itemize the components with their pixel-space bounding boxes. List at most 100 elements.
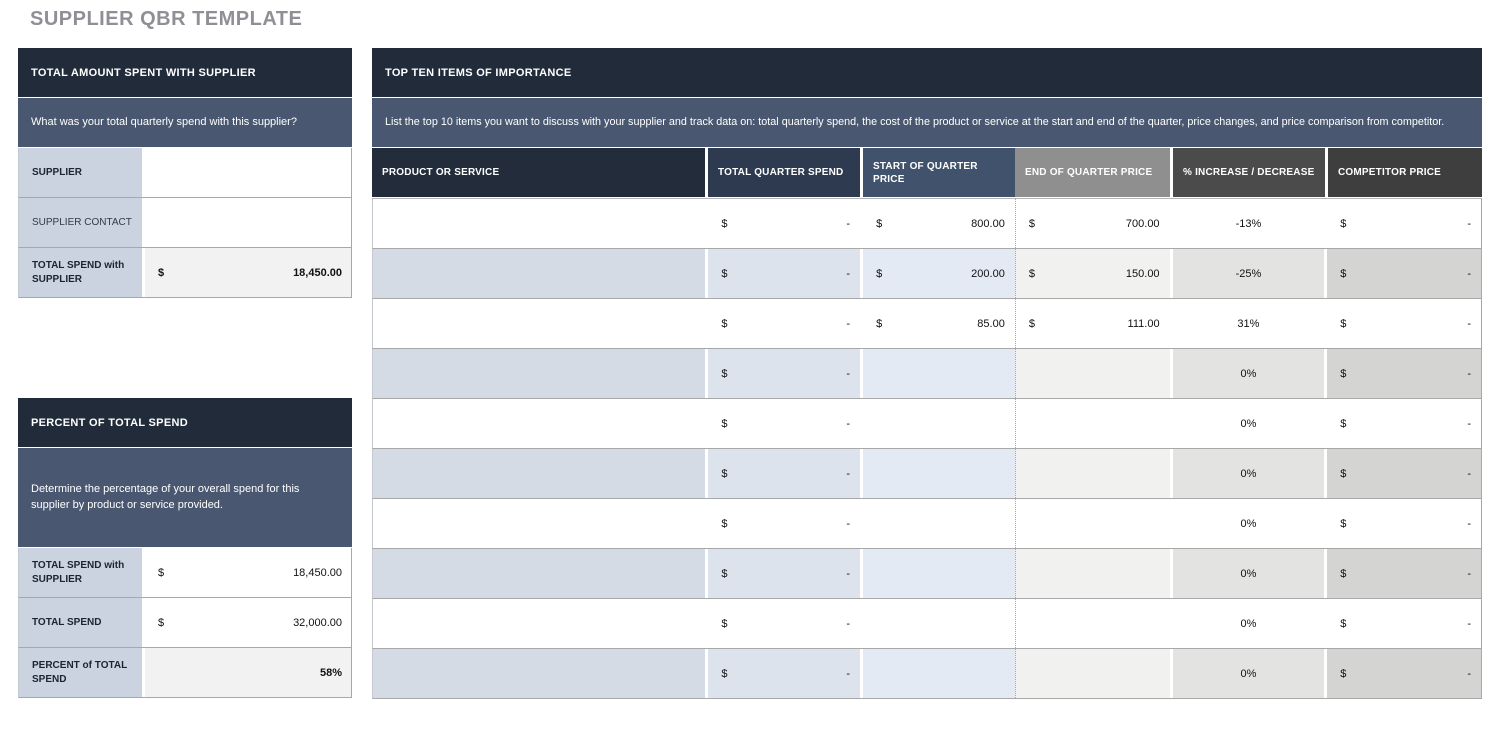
product-or-service-cell[interactable] bbox=[373, 599, 706, 648]
section-description: What was your total quarterly spend with… bbox=[18, 98, 352, 148]
percent-increase-decrease-cell[interactable]: 0% bbox=[1172, 449, 1325, 498]
value-cell[interactable]: $ 32,000.00 bbox=[145, 598, 351, 647]
start-of-quarter-price-cell[interactable] bbox=[863, 599, 1015, 648]
start-of-quarter-price-cell[interactable] bbox=[863, 399, 1015, 448]
value-cell[interactable] bbox=[145, 148, 351, 197]
percent-increase-decrease-cell[interactable]: 0% bbox=[1172, 349, 1325, 398]
total-quarter-spend-cell[interactable]: $ - bbox=[708, 199, 861, 248]
amount-text: 800.00 bbox=[971, 217, 1005, 230]
value-cell[interactable] bbox=[145, 198, 351, 247]
competitor-price-cell[interactable]: $ - bbox=[1327, 199, 1481, 248]
value-cell[interactable]: $ 18,450.00 bbox=[145, 548, 351, 597]
product-or-service-cell[interactable] bbox=[373, 349, 706, 398]
amount-text: - bbox=[1467, 517, 1471, 530]
percent-increase-decrease-cell[interactable]: 0% bbox=[1172, 649, 1325, 698]
total-quarter-spend-cell[interactable]: $ - bbox=[708, 399, 861, 448]
product-or-service-cell[interactable] bbox=[373, 199, 706, 248]
value-cell[interactable]: $ 18,450.00 bbox=[145, 248, 351, 297]
end-of-quarter-price-cell[interactable] bbox=[1014, 549, 1170, 598]
start-of-quarter-price-cell[interactable]: $ 85.00 bbox=[863, 299, 1015, 348]
competitor-price-cell[interactable]: $ - bbox=[1327, 299, 1481, 348]
total-quarter-spend-cell[interactable]: $ - bbox=[708, 649, 861, 698]
currency-symbol: $ bbox=[721, 267, 728, 280]
percent-increase-decrease-cell[interactable]: 0% bbox=[1172, 599, 1325, 648]
percent-increase-decrease-cell[interactable]: 0% bbox=[1172, 499, 1325, 548]
end-of-quarter-price-cell[interactable] bbox=[1014, 499, 1170, 548]
total-quarter-spend-cell[interactable]: $ - bbox=[708, 449, 861, 498]
table-row: TOTAL SPEND with SUPPLIER $ 18,450.00 bbox=[18, 248, 352, 298]
competitor-price-cell[interactable]: $ - bbox=[1327, 599, 1481, 648]
start-of-quarter-price-cell[interactable] bbox=[863, 449, 1015, 498]
currency-symbol: $ bbox=[1340, 367, 1347, 380]
product-or-service-cell[interactable] bbox=[373, 549, 706, 598]
start-of-quarter-price-cell[interactable] bbox=[863, 499, 1015, 548]
currency-symbol: $ bbox=[721, 667, 728, 680]
product-or-service-cell[interactable] bbox=[373, 299, 706, 348]
currency-symbol: $ bbox=[1028, 217, 1035, 230]
value-cell[interactable]: 58% bbox=[145, 648, 351, 697]
end-of-quarter-price-cell[interactable] bbox=[1014, 349, 1170, 398]
start-of-quarter-price-cell[interactable] bbox=[863, 349, 1015, 398]
product-or-service-cell[interactable] bbox=[373, 399, 706, 448]
end-of-quarter-price-cell[interactable] bbox=[1014, 599, 1170, 648]
column-header-total-quarter-spend: TOTAL QUARTER SPEND bbox=[708, 148, 860, 197]
start-of-quarter-price-cell[interactable] bbox=[863, 649, 1015, 698]
currency-symbol: $ bbox=[721, 417, 728, 430]
section-header: PERCENT OF TOTAL SPEND bbox=[18, 398, 352, 448]
top-ten-table-body: $ - $ 800.00 $ 700.00 -13% $ - bbox=[372, 198, 1482, 699]
start-of-quarter-price-cell[interactable] bbox=[863, 549, 1015, 598]
end-of-quarter-price-cell[interactable] bbox=[1014, 399, 1170, 448]
competitor-price-cell[interactable]: $ - bbox=[1327, 649, 1481, 698]
total-quarter-spend-cell[interactable]: $ - bbox=[708, 349, 861, 398]
total-quarter-spend-cell[interactable]: $ - bbox=[708, 499, 861, 548]
table-row: $ - 0% $ - bbox=[372, 399, 1482, 449]
currency-symbol: $ bbox=[721, 367, 728, 380]
product-or-service-cell[interactable] bbox=[373, 249, 706, 298]
product-or-service-cell[interactable] bbox=[373, 499, 706, 548]
table-row: $ - 0% $ - bbox=[372, 599, 1482, 649]
amount-text: 58% bbox=[319, 666, 342, 679]
product-or-service-cell[interactable] bbox=[373, 449, 706, 498]
product-or-service-cell[interactable] bbox=[373, 649, 706, 698]
currency-symbol: $ bbox=[1340, 567, 1347, 580]
percent-increase-decrease-cell[interactable]: 31% bbox=[1172, 299, 1325, 348]
currency-symbol: $ bbox=[1340, 467, 1347, 480]
competitor-price-cell[interactable]: $ - bbox=[1327, 449, 1481, 498]
amount-text: - bbox=[1467, 317, 1471, 330]
percent-increase-decrease-cell[interactable]: 0% bbox=[1172, 549, 1325, 598]
competitor-price-cell[interactable]: $ - bbox=[1327, 249, 1481, 298]
table-row: SUPPLIER bbox=[18, 148, 352, 198]
amount-text: 85.00 bbox=[977, 317, 1005, 330]
table-row: $ - $ 200.00 $ 150.00 -25% $ - bbox=[372, 249, 1482, 299]
amount-text: - bbox=[1467, 267, 1471, 280]
currency-symbol: $ bbox=[721, 617, 728, 630]
total-quarter-spend-cell[interactable]: $ - bbox=[708, 249, 861, 298]
percent-rows: TOTAL SPEND with SUPPLIER $ 18,450.00 TO… bbox=[18, 548, 352, 698]
amount-text: - bbox=[846, 617, 851, 630]
amount-text: 18,450.00 bbox=[293, 266, 342, 279]
amount-text: 32,000.00 bbox=[293, 616, 342, 629]
row-label: SUPPLIER CONTACT bbox=[19, 198, 142, 247]
end-of-quarter-price-cell[interactable] bbox=[1014, 449, 1170, 498]
competitor-price-cell[interactable]: $ - bbox=[1327, 549, 1481, 598]
amount-text: - bbox=[846, 517, 851, 530]
currency-symbol: $ bbox=[158, 266, 165, 279]
end-of-quarter-price-cell[interactable] bbox=[1014, 649, 1170, 698]
currency-symbol: $ bbox=[158, 566, 165, 579]
end-of-quarter-price-cell[interactable]: $ 111.00 bbox=[1014, 299, 1170, 348]
percent-increase-decrease-cell[interactable]: -13% bbox=[1172, 199, 1325, 248]
end-of-quarter-price-cell[interactable]: $ 150.00 bbox=[1014, 249, 1170, 298]
start-of-quarter-price-cell[interactable]: $ 200.00 bbox=[863, 249, 1015, 298]
percent-increase-decrease-cell[interactable]: 0% bbox=[1172, 399, 1325, 448]
start-of-quarter-price-cell[interactable]: $ 800.00 bbox=[863, 199, 1015, 248]
percent-increase-decrease-cell[interactable]: -25% bbox=[1172, 249, 1325, 298]
competitor-price-cell[interactable]: $ - bbox=[1327, 399, 1481, 448]
table-row: TOTAL SPEND with SUPPLIER $ 18,450.00 bbox=[18, 548, 352, 598]
amount-text: - bbox=[846, 417, 851, 430]
competitor-price-cell[interactable]: $ - bbox=[1327, 499, 1481, 548]
total-quarter-spend-cell[interactable]: $ - bbox=[708, 299, 861, 348]
competitor-price-cell[interactable]: $ - bbox=[1327, 349, 1481, 398]
total-quarter-spend-cell[interactable]: $ - bbox=[708, 549, 861, 598]
end-of-quarter-price-cell[interactable]: $ 700.00 bbox=[1014, 199, 1170, 248]
total-quarter-spend-cell[interactable]: $ - bbox=[708, 599, 861, 648]
